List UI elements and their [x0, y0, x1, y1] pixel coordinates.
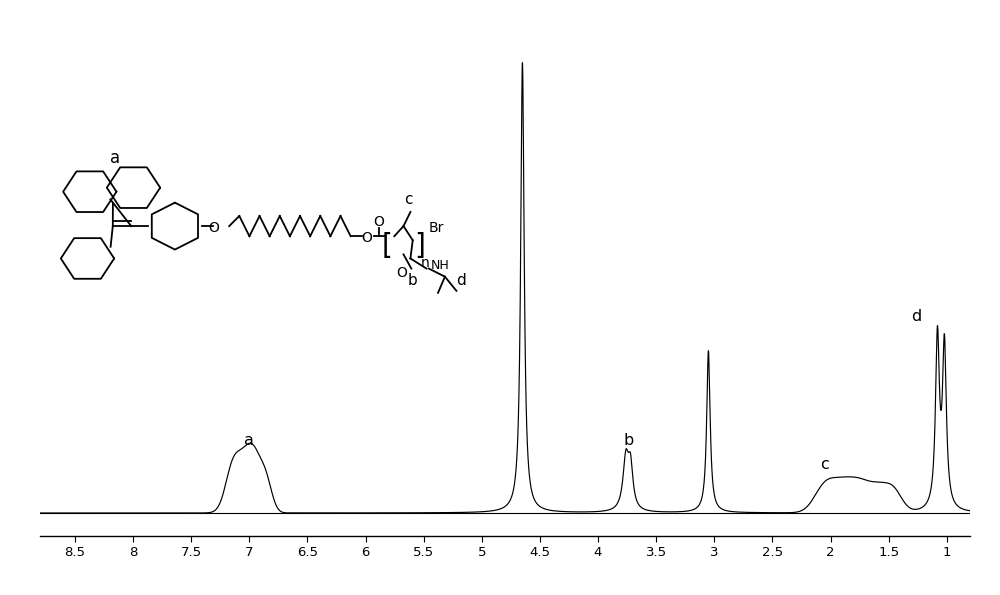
Text: a: a: [110, 149, 120, 167]
Text: O: O: [374, 215, 385, 229]
Text: NH: NH: [431, 259, 450, 271]
Text: a: a: [244, 433, 254, 447]
Text: Br: Br: [429, 221, 444, 235]
Text: O: O: [361, 231, 372, 245]
Text: d: d: [456, 273, 466, 288]
Text: c: c: [820, 458, 829, 472]
Text: c: c: [404, 192, 412, 207]
Text: n: n: [421, 256, 430, 270]
Text: d: d: [911, 309, 922, 324]
Text: b: b: [623, 433, 633, 447]
Text: ]: ]: [414, 233, 425, 261]
Text: [: [: [382, 233, 393, 261]
Text: O: O: [396, 266, 407, 280]
Text: b: b: [408, 273, 418, 288]
Text: O: O: [209, 221, 219, 235]
